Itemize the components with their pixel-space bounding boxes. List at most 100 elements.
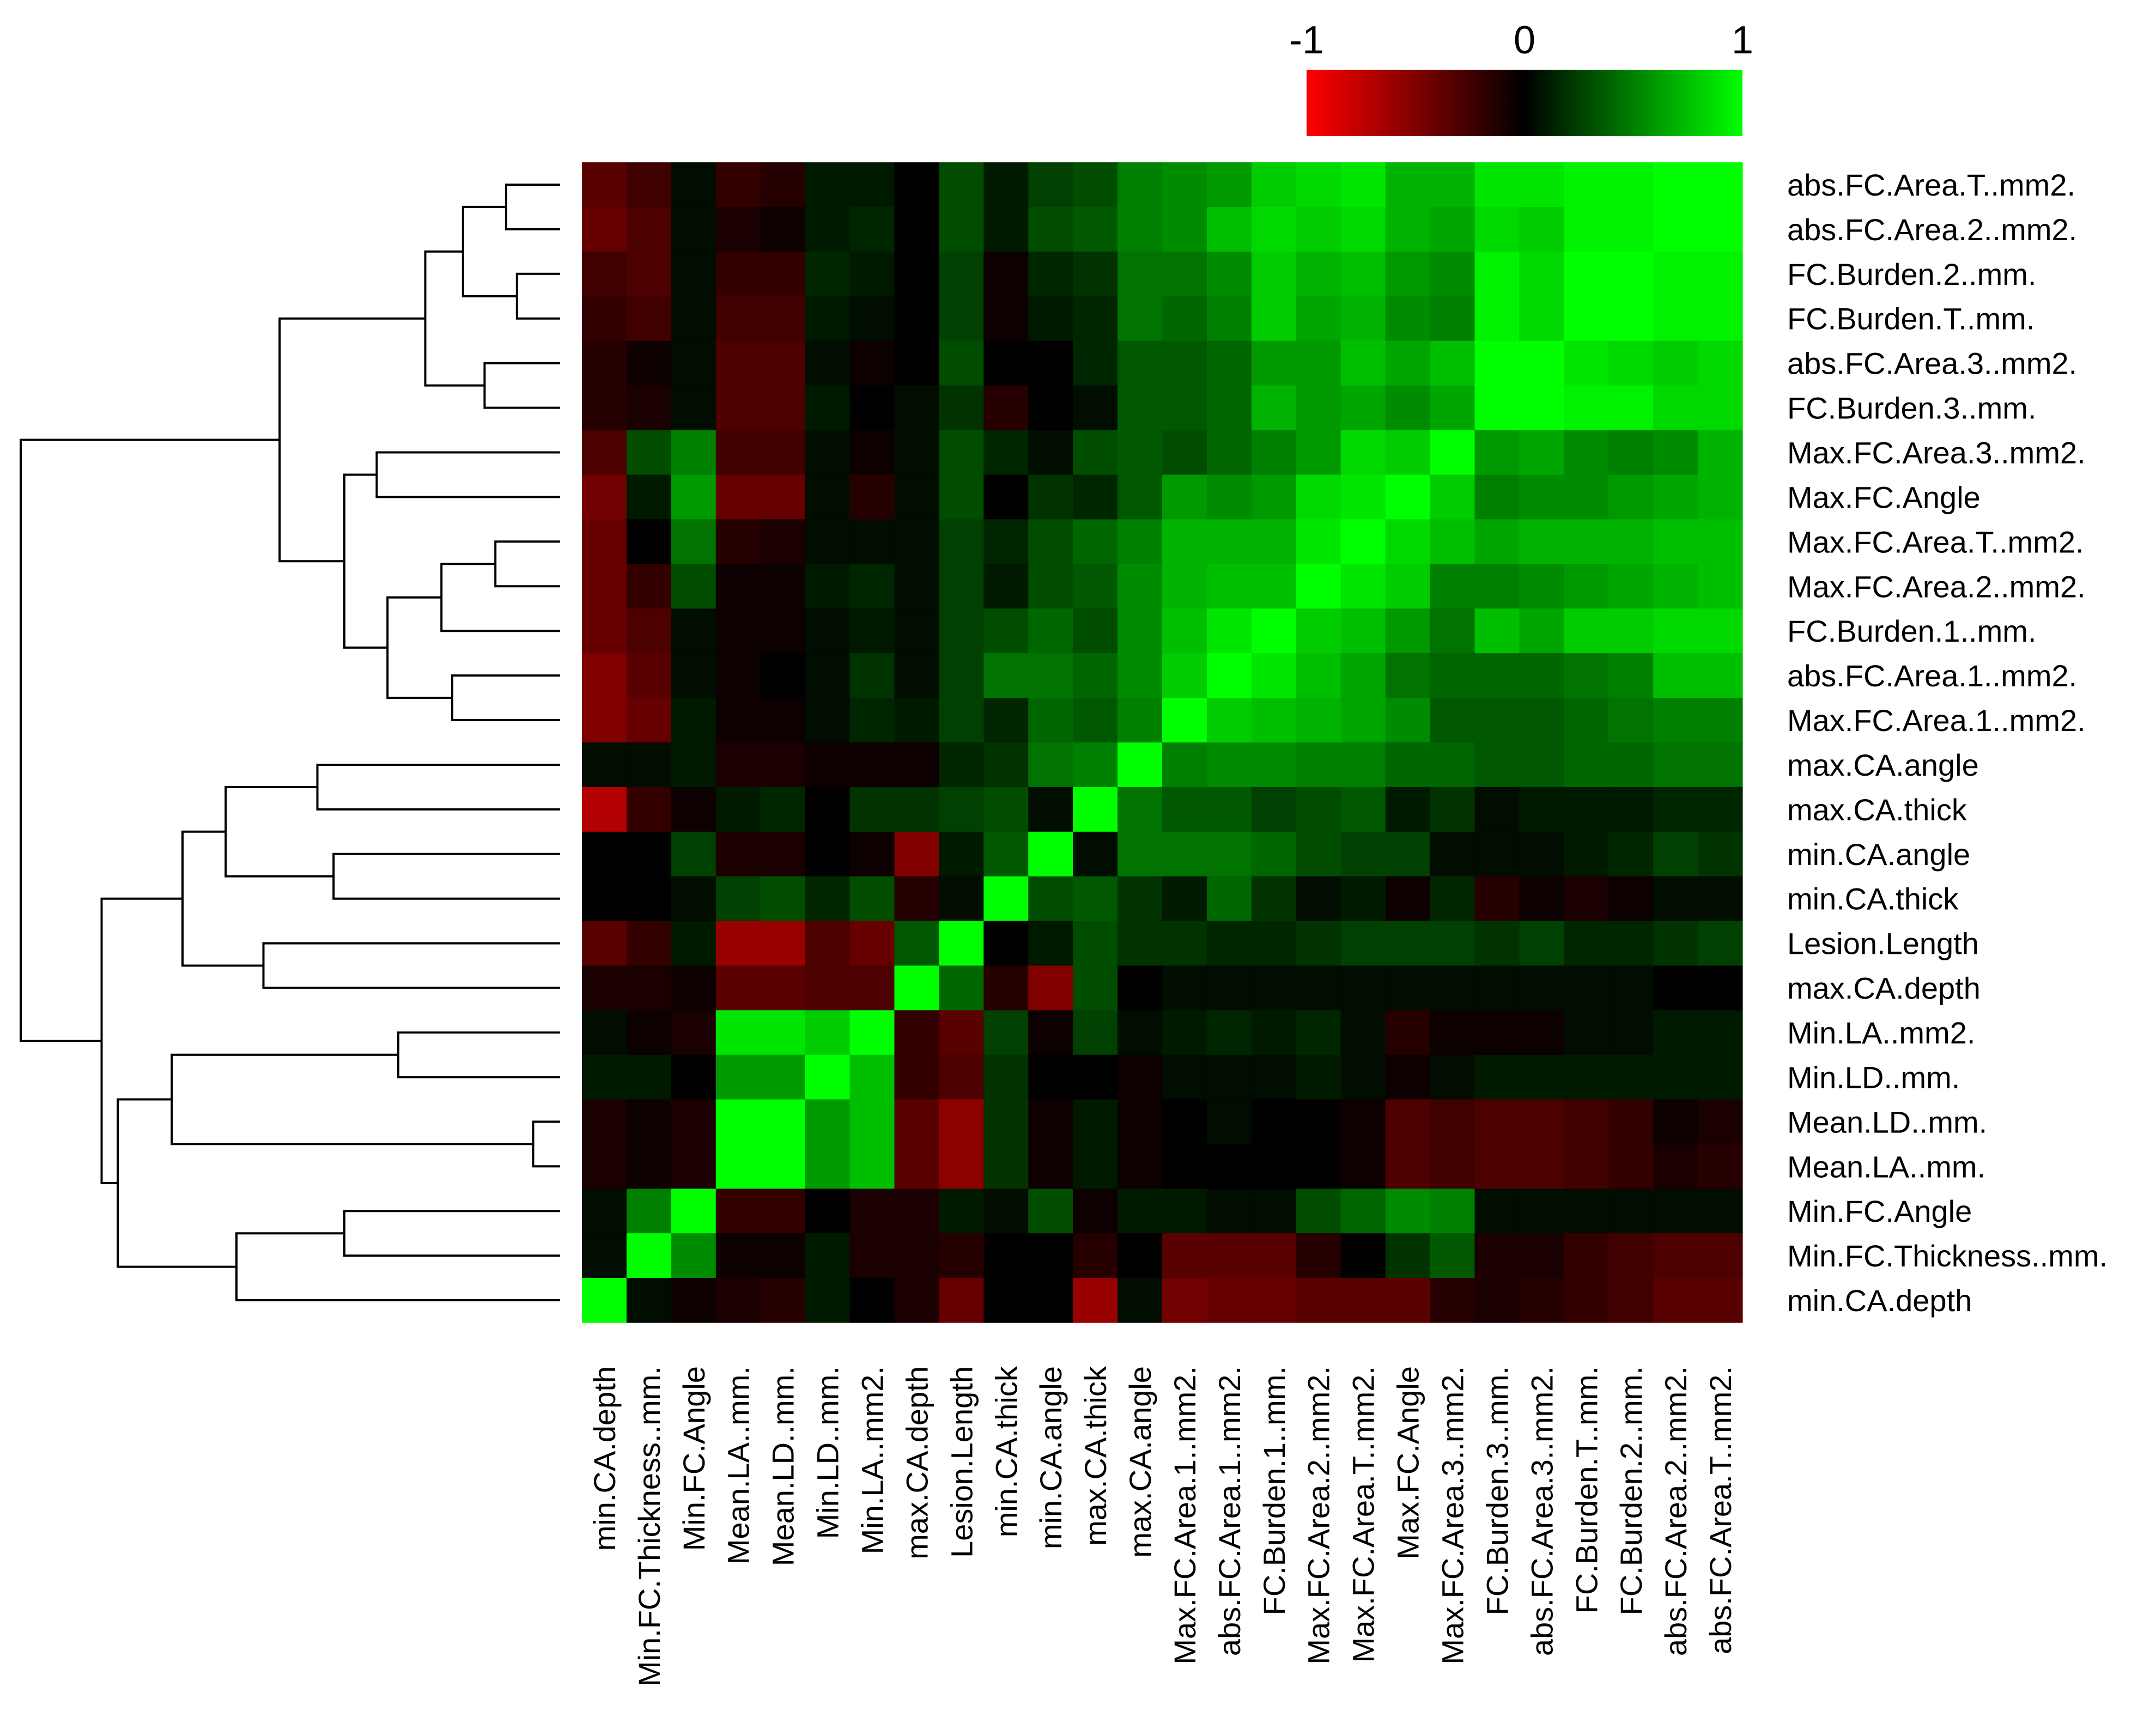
heatmap-cell xyxy=(1162,921,1207,966)
heatmap-cell xyxy=(1162,1099,1207,1144)
heatmap-cell xyxy=(1296,921,1341,966)
color-key-min-label: -1 xyxy=(1289,19,1324,62)
heatmap-cell xyxy=(715,162,761,208)
heatmap-cell xyxy=(1385,1055,1431,1100)
heatmap-cell xyxy=(715,385,761,431)
heatmap-cell xyxy=(1073,162,1118,208)
heatmap-cell xyxy=(1251,921,1297,966)
row-label: FC.Burden.2..mm. xyxy=(1787,257,2036,291)
heatmap-cell xyxy=(1430,162,1475,208)
heatmap-cell xyxy=(1519,1010,1564,1056)
heatmap-cell xyxy=(1028,698,1073,743)
dendrogram-branch xyxy=(117,1098,236,1268)
heatmap-cell xyxy=(939,1189,984,1234)
heatmap-cell xyxy=(1564,1233,1609,1278)
heatmap-cell xyxy=(1162,1233,1207,1278)
dendrogram-branch xyxy=(505,184,560,230)
heatmap-cell xyxy=(1430,1144,1475,1189)
heatmap-cell xyxy=(1608,340,1654,386)
heatmap-cell xyxy=(805,1055,851,1100)
heatmap-cell xyxy=(1653,206,1698,252)
heatmap-cell xyxy=(1519,296,1564,342)
heatmap-cell xyxy=(1162,1189,1207,1234)
heatmap-cell xyxy=(1564,1010,1609,1056)
heatmap-cell xyxy=(1028,1189,1073,1234)
heatmap-cell xyxy=(1519,1099,1564,1144)
heatmap-cell xyxy=(1206,1099,1252,1144)
heatmap-cell xyxy=(939,698,984,743)
heatmap-cell xyxy=(760,340,806,386)
dendrogram-branch xyxy=(343,1210,560,1257)
heatmap-cell xyxy=(983,564,1029,609)
heatmap-cell xyxy=(849,831,895,877)
heatmap-cell xyxy=(983,1189,1029,1234)
heatmap-cell xyxy=(1608,1189,1654,1234)
heatmap-cell xyxy=(1162,519,1207,564)
heatmap-cell xyxy=(626,921,672,966)
heatmap-cell xyxy=(1118,698,1163,743)
heatmap-cell xyxy=(1206,653,1252,698)
heatmap-cell xyxy=(1251,385,1297,431)
heatmap-cell xyxy=(1028,1010,1073,1056)
heatmap-cells xyxy=(582,162,1743,1323)
row-label: Mean.LD..mm. xyxy=(1787,1105,1987,1139)
heatmap-cell xyxy=(760,1278,806,1323)
heatmap-cell xyxy=(1385,206,1431,252)
heatmap-cell xyxy=(1296,1099,1341,1144)
heatmap-cell xyxy=(1430,251,1475,297)
heatmap-cell xyxy=(1340,653,1386,698)
heatmap-cell xyxy=(1296,653,1341,698)
heatmap-cell xyxy=(1296,965,1341,1011)
heatmap-cell xyxy=(715,1233,761,1278)
dendrogram-branch xyxy=(461,205,517,297)
heatmap-cell xyxy=(805,608,851,654)
heatmap-cell xyxy=(1162,742,1207,788)
dendrogram-branch xyxy=(171,1053,533,1146)
heatmap-cell xyxy=(1028,831,1073,877)
heatmap-cell xyxy=(1028,564,1073,609)
heatmap-cell xyxy=(1474,1144,1520,1189)
heatmap-cell xyxy=(1474,876,1520,922)
heatmap-cell xyxy=(1118,742,1163,788)
heatmap-cell xyxy=(983,430,1029,476)
column-label: Max.FC.Area.2..mm2. xyxy=(1302,1366,1336,1665)
heatmap-cell xyxy=(582,742,627,788)
heatmap-cell xyxy=(805,1010,851,1056)
heatmap-cell xyxy=(1608,430,1654,476)
heatmap-cell xyxy=(805,1233,851,1278)
heatmap-cell xyxy=(671,876,716,922)
heatmap-cell xyxy=(1608,1144,1654,1189)
heatmap-cell xyxy=(894,251,939,297)
heatmap-cell xyxy=(582,251,627,297)
heatmap-cell xyxy=(939,1233,984,1278)
heatmap-cell xyxy=(1653,162,1698,208)
heatmap-cell xyxy=(849,564,895,609)
heatmap-cell xyxy=(760,831,806,877)
heatmap-cell xyxy=(1698,474,1743,520)
heatmap-cell xyxy=(1519,1144,1564,1189)
row-label: abs.FC.Area.3..mm2. xyxy=(1787,346,2077,381)
heatmap-cell xyxy=(1251,965,1297,1011)
heatmap-cell xyxy=(1385,1233,1431,1278)
heatmap-cell xyxy=(1385,876,1431,922)
heatmap-cell xyxy=(1118,1144,1163,1189)
heatmap-cell xyxy=(805,296,851,342)
heatmap-cell xyxy=(894,921,939,966)
heatmap-cell xyxy=(626,1278,672,1323)
heatmap-cell xyxy=(939,787,984,832)
heatmap-cell xyxy=(1608,1099,1654,1144)
heatmap-cell xyxy=(1073,519,1118,564)
column-label: Max.FC.Area.T..mm2. xyxy=(1346,1366,1381,1663)
heatmap-cell xyxy=(1206,564,1252,609)
heatmap-cell xyxy=(1474,1010,1520,1056)
heatmap-cell xyxy=(849,340,895,386)
heatmap-cell xyxy=(715,1278,761,1323)
heatmap-cell xyxy=(1251,430,1297,476)
heatmap-cell xyxy=(1564,1278,1609,1323)
heatmap-cell xyxy=(1430,340,1475,386)
heatmap-cell xyxy=(939,251,984,297)
heatmap-cell xyxy=(1653,564,1698,609)
heatmap-cell xyxy=(1653,1099,1698,1144)
heatmap-cell xyxy=(1474,430,1520,476)
heatmap-cell xyxy=(983,1010,1029,1056)
